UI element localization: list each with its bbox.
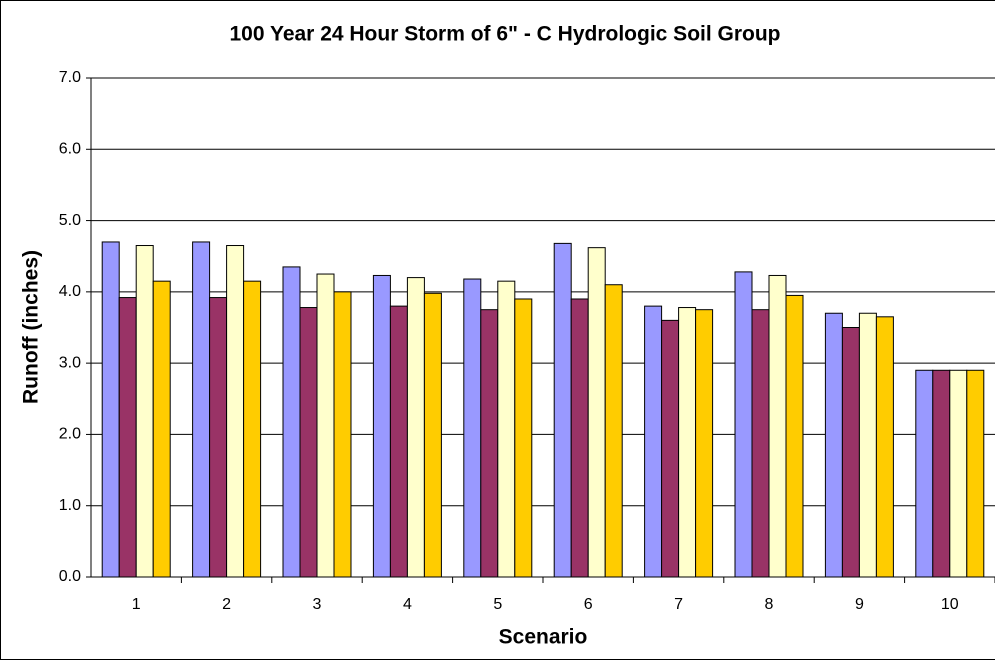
bar: [678, 307, 697, 578]
x-tick-label: 10: [941, 596, 959, 613]
x-tick-label: 1: [132, 596, 141, 613]
bar: [333, 291, 352, 578]
bar: [695, 309, 714, 578]
bar: [768, 274, 787, 578]
bar: [875, 316, 894, 578]
bar: [389, 305, 408, 578]
y-tick-label: 4.0: [59, 283, 81, 300]
bar: [966, 369, 985, 578]
bar: [604, 284, 623, 578]
y-axis-label: Runoff (inches): [20, 250, 43, 404]
bar: [751, 309, 770, 578]
bar: [587, 247, 606, 578]
bar: [785, 294, 804, 578]
bar: [101, 241, 120, 578]
y-tick-label: 7.0: [59, 69, 81, 86]
bar: [858, 312, 877, 578]
bar: [480, 309, 499, 578]
x-tick-label: 2: [222, 596, 231, 613]
bar: [423, 292, 442, 578]
y-tick-label: 0.0: [59, 568, 81, 585]
x-tick-label: 8: [765, 596, 774, 613]
bar: [226, 245, 245, 578]
bar: [372, 274, 391, 578]
bar: [915, 369, 934, 578]
bar: [497, 280, 516, 578]
y-tick-label: 1.0: [59, 497, 81, 514]
chart-title: 100 Year 24 Hour Storm of 6" - C Hydrolo…: [229, 23, 780, 46]
bar: [135, 245, 154, 578]
x-tick-label: 7: [674, 596, 683, 613]
x-tick-label: 3: [313, 596, 322, 613]
x-axis-label: Scenario: [499, 626, 588, 649]
y-tick-label: 6.0: [59, 141, 81, 158]
x-tick-label: 5: [493, 596, 502, 613]
bar: [282, 266, 301, 578]
bar: [824, 312, 843, 578]
y-tick-label: 5.0: [59, 212, 81, 229]
bar: [734, 271, 753, 578]
x-tick-label: 6: [584, 596, 593, 613]
bar: [553, 242, 572, 578]
bar: [570, 298, 589, 578]
bar: [192, 241, 211, 578]
bar: [463, 278, 482, 578]
bar: [406, 277, 425, 578]
y-tick-label: 2.0: [59, 426, 81, 443]
bar: [949, 369, 968, 578]
x-tick-label: 4: [403, 596, 412, 613]
bar: [316, 273, 335, 578]
x-tick-label: 9: [855, 596, 864, 613]
bar: [661, 319, 680, 578]
bar: [932, 369, 951, 578]
y-tick-label: 3.0: [59, 354, 81, 371]
bar: [644, 305, 663, 578]
bar: [841, 327, 860, 578]
bar: [243, 280, 262, 578]
bar: [152, 280, 171, 578]
bar: [209, 297, 228, 578]
bar: [118, 297, 137, 578]
bar: [514, 298, 533, 578]
bar: [299, 307, 318, 578]
